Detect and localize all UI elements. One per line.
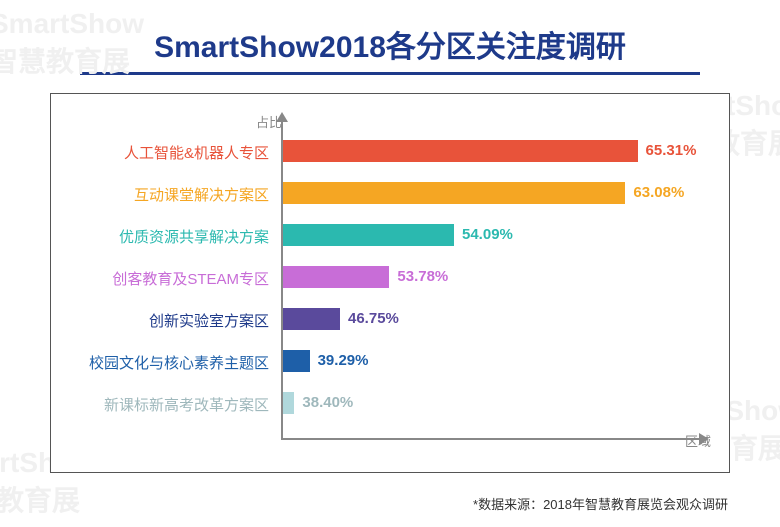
value-label: 46.75% [348,310,399,327]
bar [283,266,389,288]
title-underline [80,72,700,75]
value-label: 53.78% [397,268,448,285]
category-label: 校园文化与核心素养主题区 [89,352,269,373]
chart-frame: 占比 区域 人工智能&机器人专区65.31%互动课堂解决方案区63.08%优质资… [50,93,730,473]
source-note: *数据来源：2018年智慧教育展览会观众调研 [473,494,728,513]
bar [283,182,625,204]
category-label: 互动课堂解决方案区 [134,184,269,205]
page-title: SmartShow2018各分区关注度调研 [0,0,780,66]
value-label: 54.09% [462,226,513,243]
bar [283,224,454,246]
category-label: 人工智能&机器人专区 [124,142,269,163]
bar [283,308,340,330]
x-axis [281,438,701,440]
value-label: 65.31% [646,142,697,159]
x-axis-arrow-icon [699,433,709,445]
category-label: 优质资源共享解决方案 [119,226,269,247]
value-label: 38.40% [302,394,353,411]
category-label: 创新实验室方案区 [149,310,269,331]
bar [283,392,294,414]
bar [283,350,310,372]
bar [283,140,638,162]
value-label: 63.08% [633,184,684,201]
category-label: 新课标新高考改革方案区 [104,394,269,415]
category-label: 创客教育及STEAM专区 [112,268,269,289]
value-label: 39.29% [318,352,369,369]
